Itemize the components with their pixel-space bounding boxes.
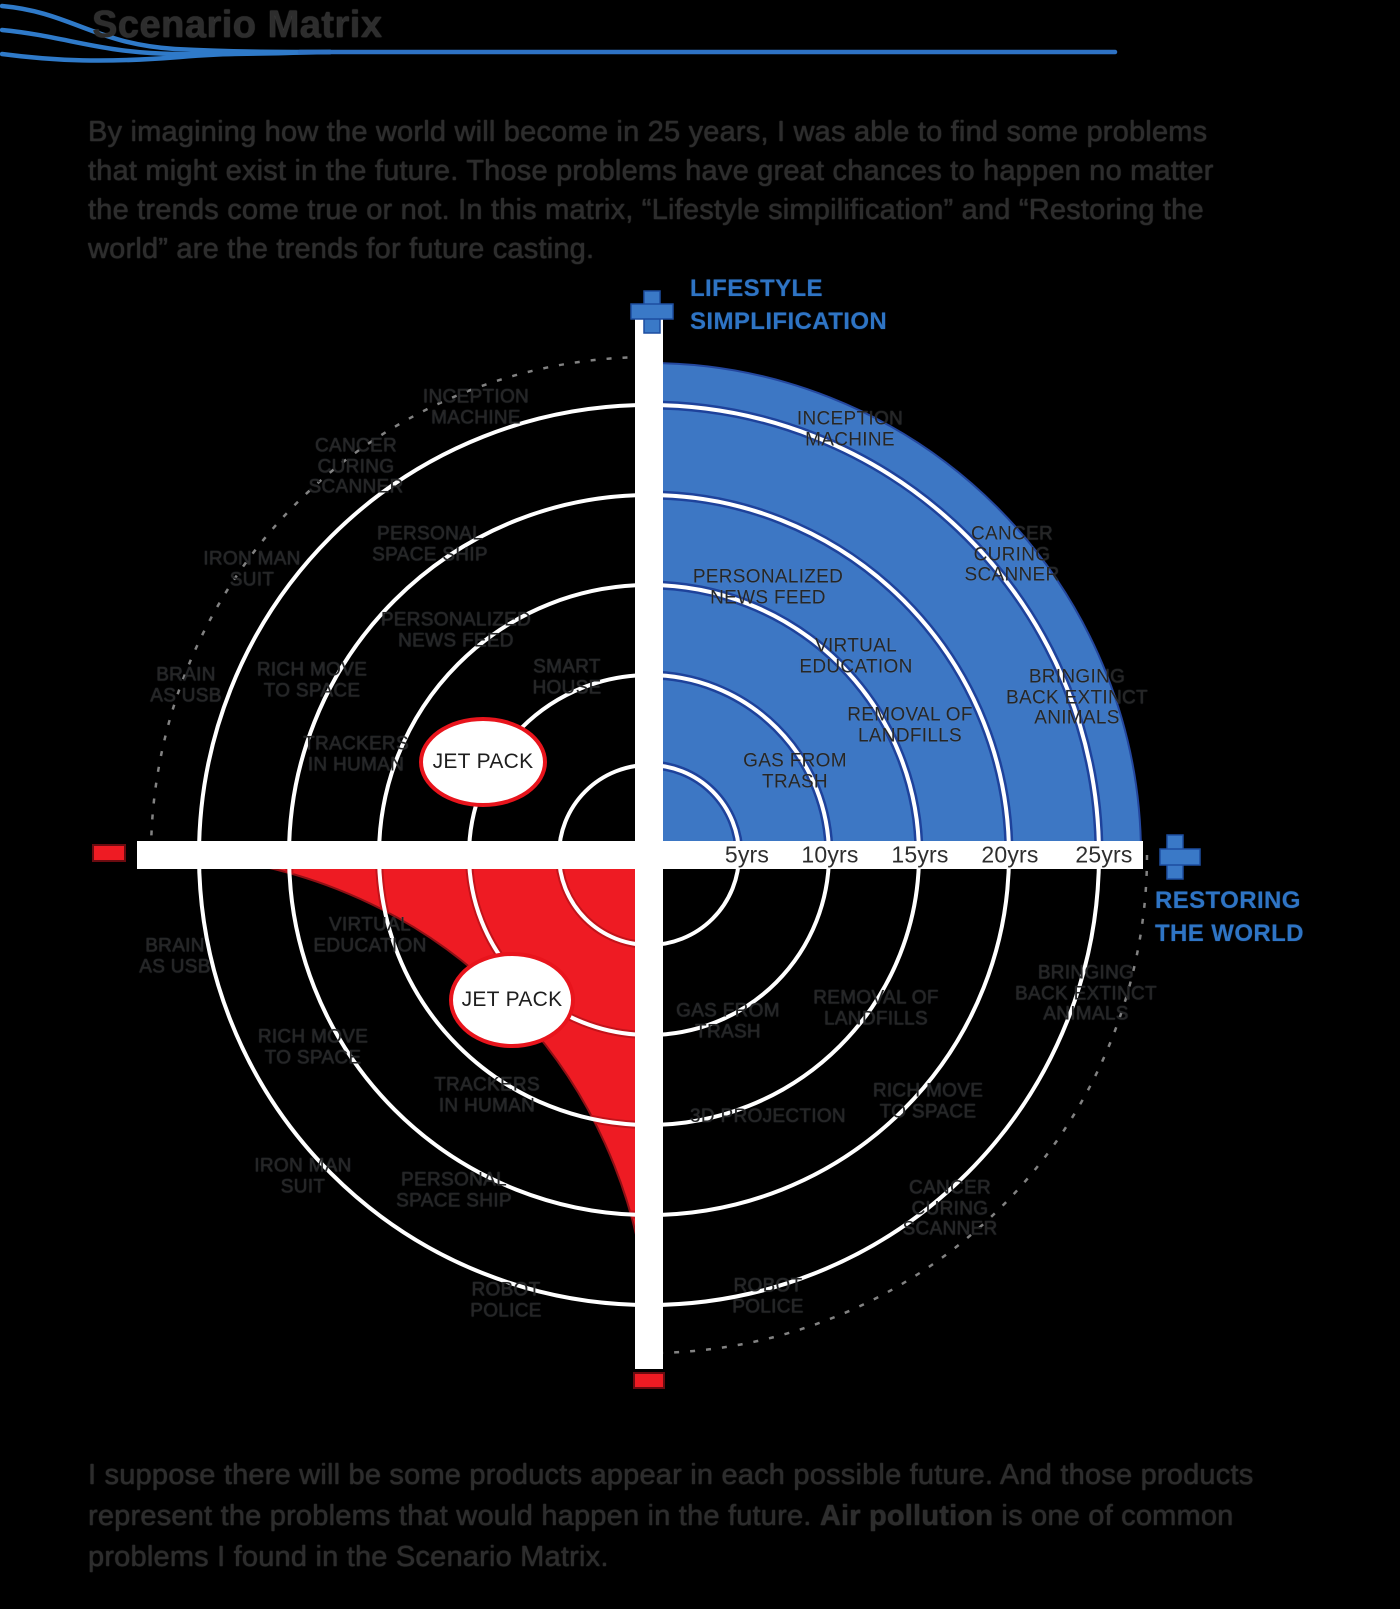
- matrix-label: 3D PROJECTION: [690, 1105, 846, 1127]
- matrix-label: PERSONAL SPACE SHIP: [372, 523, 488, 565]
- year-label-15yrs: 15yrs: [891, 841, 949, 868]
- matrix-label: BRINGING BACK EXTINCT ANIMALS: [1006, 666, 1148, 729]
- jetpack-ellipse: JET PACK: [449, 952, 575, 1048]
- matrix-label: CANCER CURING SCANNER: [308, 435, 404, 498]
- matrix-label: RICH MOVE TO SPACE: [256, 659, 368, 701]
- matrix-label: CANCER CURING SCANNER: [964, 523, 1060, 586]
- matrix-label: TRACKERS IN HUMAN: [303, 733, 409, 775]
- axis-label-restoring-the-world: RESTORING THE WORLD: [1155, 887, 1304, 947]
- matrix-label: REMOVAL OF LANDFILLS: [847, 704, 973, 746]
- plus-icon-right: [1159, 834, 1201, 880]
- intro-paragraph: By imagining how the world will become i…: [88, 116, 1214, 265]
- matrix-label: GAS FROM TRASH: [743, 750, 847, 792]
- year-label-20yrs: 20yrs: [981, 841, 1039, 868]
- matrix-label: INCEPTION MACHINE: [422, 386, 530, 428]
- matrix-label: VIRTUAL EDUCATION: [313, 914, 427, 956]
- page-title: Scenario Matrix: [92, 4, 383, 46]
- jetpack-ellipse: JET PACK: [419, 717, 547, 807]
- outer-dashed-rim: [149, 355, 1149, 1355]
- matrix-label: SMART HOUSE: [532, 656, 602, 698]
- year-label-10yrs: 10yrs: [801, 841, 859, 868]
- outro-text-bold: Air pollution: [819, 1500, 994, 1532]
- plus-icon-top: [630, 290, 674, 334]
- outro-text-pre: I suppose there will be some products ap…: [88, 1459, 1254, 1532]
- logo-waves-icon: [0, 3, 1118, 63]
- matrix-label: BRAIN AS USB: [139, 935, 211, 977]
- matrix-label: RICH MOVE TO SPACE: [257, 1026, 369, 1068]
- minus-icon-bottom: [633, 1372, 665, 1389]
- matrix-label: INCEPTION MACHINE: [796, 408, 904, 450]
- matrix-label: PERSONALIZED NEWS FEED: [692, 566, 844, 608]
- matrix-label: ROBOT POLICE: [470, 1279, 542, 1321]
- matrix-label: RICH MOVE TO SPACE: [872, 1080, 984, 1122]
- outro-text-post: is one of common problems I found in the…: [88, 1500, 1234, 1573]
- matrix-label: ROBOT POLICE: [732, 1275, 804, 1317]
- matrix-label: BRAIN AS USB: [150, 664, 222, 706]
- matrix-label: VIRTUAL EDUCATION: [799, 635, 913, 677]
- matrix-label: IRON MAN SUIT: [203, 548, 301, 590]
- axis-bar-horizontal: [137, 841, 1143, 869]
- matrix-label: TRACKERS IN HUMAN: [434, 1074, 540, 1116]
- matrix-label: GAS FROM TRASH: [676, 1000, 780, 1042]
- axis-label-lifestyle-simplification: LIFESTYLE SIMPLIFICATION: [690, 275, 888, 335]
- year-label-25yrs: 25yrs: [1075, 841, 1133, 868]
- matrix-label: PERSONALIZED NEWS FEED: [380, 609, 532, 651]
- matrix-label: REMOVAL OF LANDFILLS: [813, 987, 939, 1029]
- matrix-label: PERSONAL SPACE SHIP: [396, 1169, 512, 1211]
- matrix-label: CANCER CURING SCANNER: [902, 1177, 998, 1240]
- outro-paragraph: I suppose there will be some products ap…: [88, 1455, 1288, 1578]
- year-label-5yrs: 5yrs: [724, 841, 770, 868]
- matrix-label: BRINGING BACK EXTINCT ANIMALS: [1015, 962, 1157, 1025]
- minus-icon-left: [92, 844, 126, 862]
- quadrant-fill-lifestyle-restoring: [648, 361, 1143, 856]
- matrix-label: IRON MAN SUIT: [254, 1155, 352, 1197]
